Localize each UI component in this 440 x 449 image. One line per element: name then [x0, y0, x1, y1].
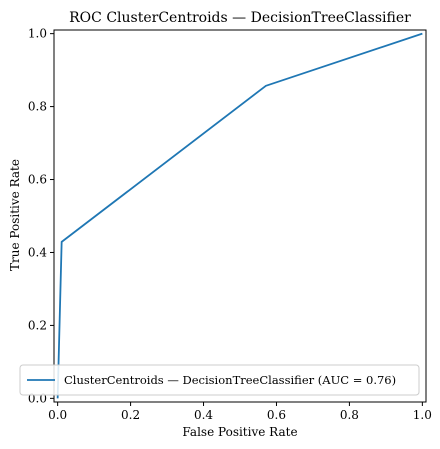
y-tick-label: 0.8: [28, 100, 47, 114]
x-tick-label: 0.0: [48, 408, 67, 422]
roc-curve-line: [56, 32, 423, 399]
legend-entry-label: ClusterCentroids — DecisionTreeClassifie…: [64, 373, 396, 387]
x-tick-label: 0.2: [121, 408, 140, 422]
y-axis: 0.00.20.40.60.81.0: [28, 27, 54, 405]
y-tick-label: 0.6: [28, 173, 47, 187]
y-axis-label: True Positive Rate: [8, 159, 22, 271]
x-tick-label: 1.0: [413, 408, 432, 422]
legend: ClusterCentroids — DecisionTreeClassifie…: [19, 364, 420, 396]
x-tick-label: 0.4: [194, 408, 213, 422]
chart-title: ROC ClusterCentroids — DecisionTreeClass…: [69, 10, 411, 26]
y-tick-label: 0.2: [28, 318, 47, 332]
legend-box: [19, 364, 420, 396]
x-axis-label: False Positive Rate: [182, 425, 297, 439]
x-tick-label: 0.8: [340, 408, 359, 422]
series-layer: [56, 32, 423, 399]
y-tick-label: 1.0: [28, 27, 47, 41]
y-tick-label: 0.4: [28, 245, 47, 259]
plot-frame: [53, 29, 427, 403]
plot-area: [53, 29, 427, 403]
x-tick-label: 0.6: [267, 408, 286, 422]
x-axis: 0.0 0.2 0.4 0.6 0.8 1.0: [48, 402, 432, 422]
